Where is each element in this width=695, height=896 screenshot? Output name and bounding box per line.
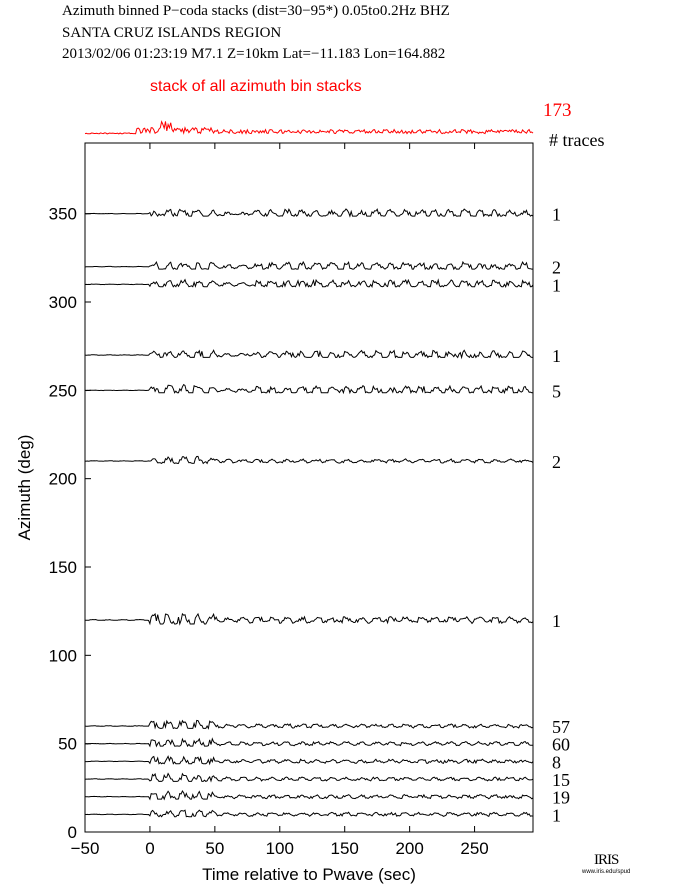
trace-azimuth-30 — [84, 772, 534, 783]
x-tick-label: 100 — [266, 839, 294, 858]
y-tick-label: 0 — [68, 823, 77, 842]
logo-text: IRIS — [594, 852, 619, 868]
trace-count-label: 2 — [552, 452, 561, 472]
x-tick-label: 250 — [460, 839, 488, 858]
trace-azimuth-40 — [85, 755, 534, 766]
y-tick-label: 100 — [49, 646, 77, 665]
x-axis-label: Time relative to Pwave (sec) — [202, 865, 416, 884]
trace-azimuth-10 — [84, 809, 534, 818]
plot-frame — [84, 142, 534, 833]
y-tick-label: 200 — [49, 470, 77, 489]
trace-count-label: 5 — [552, 381, 561, 401]
trace-azimuth-120 — [85, 612, 534, 626]
trace-azimuth-270 — [84, 349, 533, 360]
trace-count-label: 1 — [552, 805, 561, 825]
y-tick-label: 250 — [49, 381, 77, 400]
x-tick-label: 50 — [205, 839, 224, 858]
x-tick-label: 200 — [395, 839, 423, 858]
trace-azimuth-320 — [84, 260, 533, 271]
stack-label: stack of all azimuth bin stacks — [150, 78, 362, 95]
trace-count-label: 8 — [552, 752, 561, 772]
logo-url: www.iris.edu/spud — [582, 869, 631, 875]
trace-azimuth-310 — [84, 278, 534, 289]
trace-azimuth-210 — [84, 455, 534, 465]
y-axis-label: Azimuth (deg) — [15, 435, 34, 541]
trace-azimuth-50 — [84, 737, 534, 748]
y-tick-label: 50 — [58, 735, 77, 754]
y-tick-label: 300 — [49, 293, 77, 312]
x-tick-label: 150 — [331, 839, 359, 858]
trace-count-label: 1 — [552, 275, 561, 295]
trace-count-label: 60 — [552, 735, 570, 755]
trace-azimuth-250 — [84, 383, 533, 395]
y-tick-label: 350 — [49, 205, 77, 224]
trace-count-label: 19 — [552, 788, 570, 808]
trace-azimuth-350 — [84, 208, 534, 218]
trace-count-label: 2 — [552, 258, 561, 278]
trace-count-label: 15 — [552, 770, 570, 790]
stack-trace — [84, 120, 534, 135]
title-line-3: 2013/02/06 01:23:19 M7.1 Z=10km Lat=−11.… — [62, 46, 446, 62]
iris-logo: IRIS www.iris.edu/spud — [582, 852, 630, 875]
trace-count-label: 1 — [552, 611, 561, 631]
trace-count-label: 57 — [552, 717, 570, 737]
title-line-2: SANTA CRUZ ISLANDS REGION — [62, 25, 282, 41]
trace-azimuth-20 — [84, 789, 534, 801]
title-line-1: Azimuth binned P−coda stacks (dist=30−95… — [62, 3, 450, 19]
stack-count: 173 — [543, 100, 572, 121]
trace-count-label: 1 — [552, 346, 561, 366]
trace-azimuth-60 — [84, 719, 534, 730]
trace-count-label: 1 — [552, 205, 561, 225]
x-tick-label: 0 — [145, 839, 154, 858]
y-tick-label: 150 — [49, 558, 77, 577]
x-tick-label: −50 — [71, 839, 100, 858]
trace-count-header: # traces — [549, 130, 604, 150]
